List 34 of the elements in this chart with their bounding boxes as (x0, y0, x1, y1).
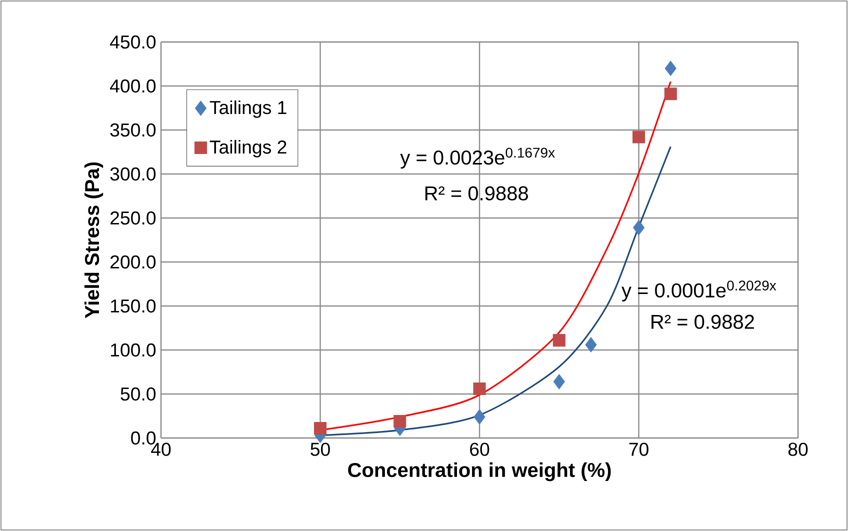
x-tick-label: 80 (788, 442, 808, 456)
y-axis-title: Yield Stress (Pa) (84, 162, 104, 318)
point (552, 334, 566, 347)
legend-label: Tailings 2 (210, 140, 286, 158)
point (585, 337, 597, 352)
y-tick-label: 400.0 (110, 79, 156, 93)
x-tick-label: 40 (151, 442, 171, 456)
legend-label: Tailings 1 (210, 100, 286, 118)
y-tick-label: 0.0 (131, 431, 156, 445)
point (474, 409, 486, 424)
point (632, 130, 646, 144)
x-tick-label: 70 (629, 442, 648, 456)
y-tick-label: 150.0 (111, 299, 156, 313)
x-tick-label: 60 (470, 442, 490, 456)
point (553, 374, 565, 390)
x-axis-title: Concentration in weight (%) (348, 462, 611, 482)
annotation: R² = 0.9888 (425, 186, 528, 200)
y-tick-label: 200.0 (110, 255, 156, 269)
y-tick-label: 450.0 (110, 35, 156, 49)
y-tick-label: 300.0 (110, 167, 156, 181)
point (473, 382, 486, 395)
point (394, 415, 406, 428)
y-tick-label: 250.0 (110, 211, 156, 225)
annotation: y = 0.0023e$^{0.1679x}$ (400, 148, 555, 169)
y-tick-label: 100.0 (111, 343, 156, 357)
x-tick-label: 50 (310, 442, 330, 456)
annotation: R² = 0.9882 (652, 314, 754, 329)
point (314, 422, 327, 435)
y-tick-label: 350.0 (110, 123, 156, 137)
point (664, 60, 676, 76)
point (664, 88, 677, 100)
point (632, 220, 645, 236)
y-tick-label: 50.0 (120, 387, 156, 401)
annotation: y = 0.0001e$^{0.2029x}$ (622, 280, 776, 302)
